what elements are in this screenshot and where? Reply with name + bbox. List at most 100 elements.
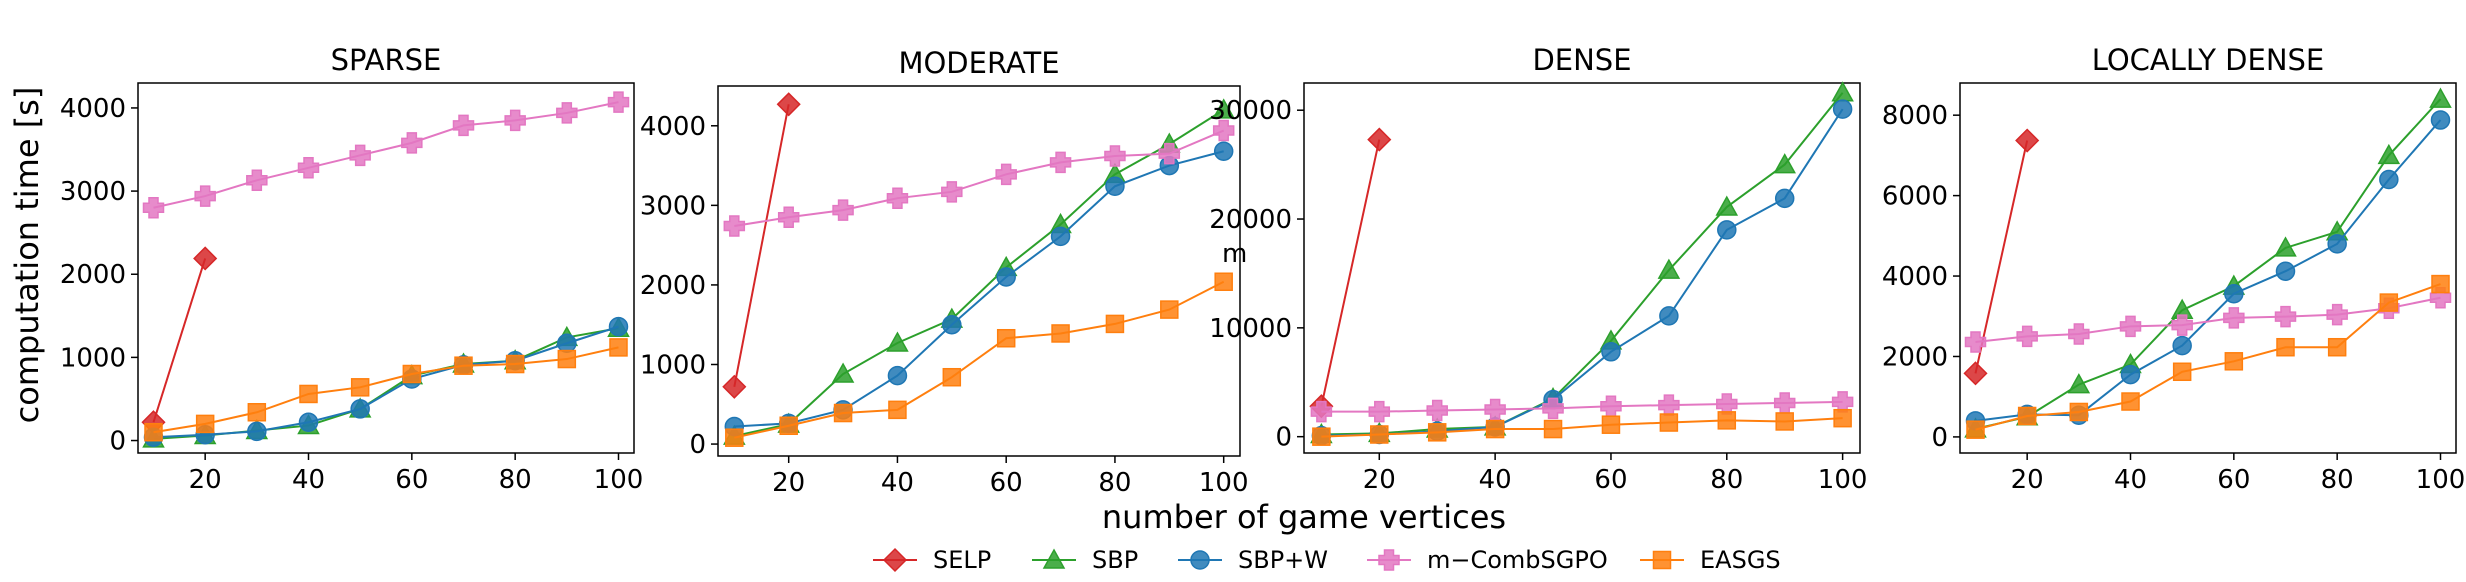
x-tick-label: 80 xyxy=(1098,468,1131,498)
x-tick-label: 20 xyxy=(189,465,222,495)
data-point xyxy=(2275,261,2296,281)
data-point xyxy=(2327,234,2347,254)
x-tick-label: 100 xyxy=(1818,465,1868,495)
data-point xyxy=(609,338,628,357)
legend-label: SBP+W xyxy=(1238,546,1328,574)
data-point xyxy=(887,365,908,386)
chart-panel-4: LOCALLY DENSE 20 40 60 80 100 0 2000 4000 6000 800… xyxy=(1882,43,2465,495)
data-point xyxy=(996,267,1016,287)
x-tick-label: 80 xyxy=(2321,465,2354,495)
data-point xyxy=(776,92,801,117)
data-point xyxy=(1105,314,1125,334)
data-point xyxy=(1310,400,1333,423)
series-square xyxy=(725,272,1233,447)
data-point xyxy=(2224,283,2244,304)
data-point xyxy=(723,215,746,237)
data-point xyxy=(504,109,526,132)
data-point xyxy=(297,157,320,179)
x-tick-label: 40 xyxy=(1479,465,1512,495)
data-point xyxy=(1312,427,1331,446)
y-tick-label: 2000 xyxy=(60,260,126,290)
x-tick-label: 20 xyxy=(772,468,805,498)
data-point xyxy=(1427,423,1447,442)
data-point xyxy=(1717,220,1737,240)
data-point xyxy=(246,169,268,192)
data-point xyxy=(831,362,855,383)
data-point xyxy=(2326,303,2348,326)
data-point xyxy=(2224,352,2244,371)
panel-title: SPARSE xyxy=(331,43,442,77)
legend-item: SBP+W xyxy=(1178,546,1328,574)
legend-item: EASGS xyxy=(1640,546,1781,574)
data-point xyxy=(1831,391,1854,413)
data-point xyxy=(2377,143,2401,165)
series-line xyxy=(153,346,619,434)
series-line xyxy=(733,104,790,387)
y-tick-label: 3000 xyxy=(60,177,126,207)
data-point xyxy=(401,132,423,154)
data-point xyxy=(1773,153,1796,174)
data-point xyxy=(1716,393,1738,415)
data-point xyxy=(194,185,216,207)
data-point xyxy=(722,374,747,399)
series-square xyxy=(144,338,628,442)
series-line xyxy=(734,150,1224,428)
series-circle xyxy=(724,141,1234,437)
series-line xyxy=(1974,140,2029,374)
data-point xyxy=(349,144,371,167)
y-tick-label: 1000 xyxy=(640,350,706,380)
legend: SELP SBP SBP+W m−CombSGPO EASGS xyxy=(873,546,1781,574)
data-point xyxy=(1832,99,1853,119)
x-tick-label: 80 xyxy=(1710,465,1743,495)
data-point xyxy=(2223,307,2245,329)
data-point xyxy=(2120,364,2141,385)
series-diamond xyxy=(1309,127,1392,419)
plot-frame xyxy=(1959,82,2457,454)
data-point xyxy=(2121,392,2140,411)
data-point xyxy=(299,384,318,404)
data-point xyxy=(195,414,215,434)
series-line xyxy=(1321,92,1844,436)
data-point xyxy=(1212,119,1235,142)
data-point xyxy=(607,91,630,113)
data-point xyxy=(247,403,267,422)
panel-title: LOCALLY DENSE xyxy=(2092,43,2325,77)
series-plus xyxy=(723,119,1235,237)
data-point xyxy=(2430,110,2451,130)
data-point xyxy=(247,421,267,442)
data-point xyxy=(2171,314,2193,336)
series-line xyxy=(734,109,1225,438)
data-point xyxy=(2276,337,2295,357)
y-tick-label: 1000 xyxy=(60,343,126,373)
data-point xyxy=(1370,425,1389,444)
stray-label: m xyxy=(1222,239,1247,269)
legend-item: SBP xyxy=(1032,546,1138,574)
data-point xyxy=(452,114,475,137)
data-point xyxy=(1964,331,1987,353)
data-point xyxy=(1542,397,1564,420)
data-point xyxy=(1831,81,1854,102)
series-diamond xyxy=(722,92,801,399)
series-line xyxy=(1320,139,1381,407)
x-tick-label: 100 xyxy=(594,465,644,495)
plot-frame xyxy=(1303,82,1861,454)
series-square xyxy=(1966,274,2450,439)
x-tick-label: 60 xyxy=(1594,465,1627,495)
data-point xyxy=(2172,362,2192,382)
data-point xyxy=(942,314,962,335)
series-plus xyxy=(142,91,630,219)
data-point xyxy=(1658,394,1680,416)
data-point xyxy=(142,196,165,219)
data-point xyxy=(2429,87,2452,108)
data-point xyxy=(505,354,525,374)
legend-label: m−CombSGPO xyxy=(1427,546,1608,574)
y-tick-label: 0 xyxy=(1275,423,1292,453)
data-point xyxy=(1212,98,1235,119)
y-tick-label: 4000 xyxy=(640,112,706,142)
data-point xyxy=(298,412,319,432)
series-line xyxy=(1975,283,2441,431)
data-point xyxy=(2431,274,2450,294)
data-point xyxy=(725,428,744,447)
x-tick-label: 100 xyxy=(2416,465,2466,495)
